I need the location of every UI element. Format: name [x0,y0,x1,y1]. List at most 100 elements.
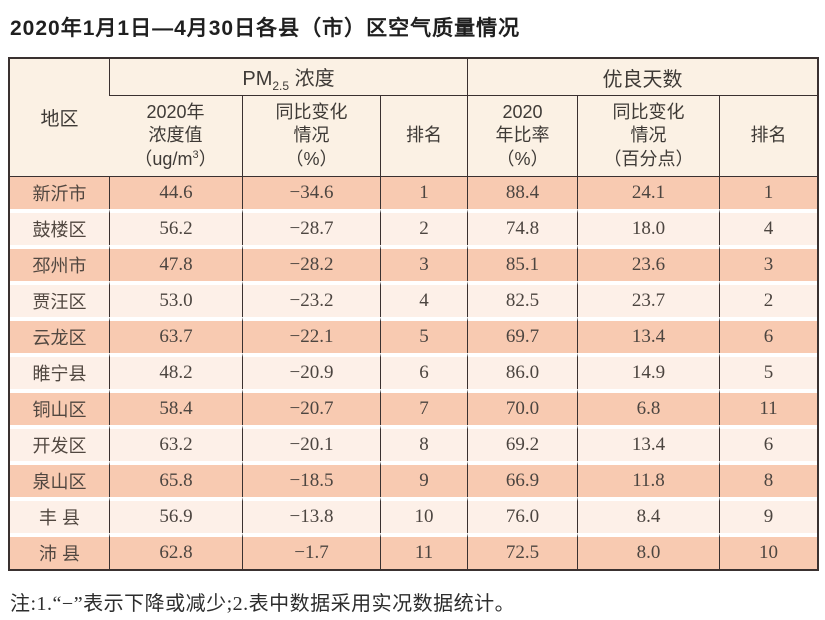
pm-value-cell: 62.8 [109,533,242,569]
page-title: 2020年1月1日—4月30日各县（市）区空气质量情况 [10,17,521,40]
region-cell: 睢宁县 [10,353,109,389]
good-rank-cell: 2 [719,281,818,317]
pm-value-cell: 47.8 [109,245,242,281]
region-cell: 贾汪区 [10,281,109,317]
good-rate-cell: 88.4 [467,176,578,209]
region-cell: 新沂市 [10,176,109,209]
pm-change-cell: −28.2 [242,245,380,281]
air-quality-table: 地区 PM2.5 浓度 优良天数 2020年 浓度值 （ug/m3） 同比变化 … [8,57,820,571]
good-rank-cell: 9 [719,497,818,533]
region-cell: 丰 县 [10,497,109,533]
gd-col2-line2: 情况 [630,125,667,146]
pm-rank-cell: 10 [380,497,468,533]
region-cell: 铜山区 [10,389,109,425]
region-cell: 鼓楼区 [10,209,109,245]
pm-rank-cell: 8 [380,425,468,461]
pm-col1-line2: 浓度值 [148,125,203,146]
table-row: 沛 县 62.8 −1.7 11 72.5 8.0 10 [10,533,818,569]
pm-change-cell: −20.7 [242,389,380,425]
good-rate-cell: 86.0 [467,353,578,389]
pm-col2-line2: 情况 [293,125,330,146]
good-change-cell: 8.4 [577,497,720,533]
good-rank-cell: 3 [719,245,818,281]
pm-value-cell: 63.7 [109,317,242,353]
header-group-row: 地区 PM2.5 浓度 优良天数 [10,59,818,176]
good-rate-cell: 72.5 [467,533,578,569]
gd-col2-line3: （百分点） [603,148,694,169]
pm-value-cell: 56.9 [109,497,242,533]
region-cell: 泉山区 [10,461,109,497]
table-body: 新沂市 44.6 −34.6 1 88.4 24.1 1 鼓楼区 56.2 −28.7 2 74.8 1… [10,176,818,569]
pm-value-cell: 53.0 [109,281,242,317]
header-pm25-group: PM2.5 浓度 [109,59,468,96]
footnote: 注:1.“−”表示下降或减少;2.表中数据采用实况数据统计。 [10,593,516,615]
good-rank-cell: 5 [719,353,818,389]
header-good-days-group: 优良天数 [467,59,818,96]
pm-change-cell: −34.6 [242,176,380,209]
pm-col2-line3: （%） [285,148,338,169]
pm-value-cell: 63.2 [109,425,242,461]
pm-change-cell: −23.2 [242,281,380,317]
pm-change-cell: −18.5 [242,461,380,497]
good-rank-cell: 11 [719,389,818,425]
region-cell: 邳州市 [10,245,109,281]
pm-value-cell: 44.6 [109,176,242,209]
pm-change-cell: −22.1 [242,317,380,353]
good-rate-cell: 74.8 [467,209,578,245]
pm-rank-cell: 6 [380,353,468,389]
table-row: 鼓楼区 56.2 −28.7 2 74.8 18.0 4 [10,209,818,245]
header-pm-change: 同比变化 情况 （%） [242,96,380,176]
pm-value-cell: 65.8 [109,461,242,497]
good-change-cell: 8.0 [577,533,720,569]
pm-rank-cell: 7 [380,389,468,425]
table-row: 开发区 63.2 −20.1 8 69.2 13.4 6 [10,425,818,461]
table-row: 泉山区 65.8 −18.5 9 66.9 11.8 8 [10,461,818,497]
pm-rank-cell: 11 [380,533,468,569]
good-change-cell: 11.8 [577,461,720,497]
gd-col1-line3: （%） [496,148,549,169]
good-rate-cell: 69.2 [467,425,578,461]
table-row: 贾汪区 53.0 −23.2 4 82.5 23.7 2 [10,281,818,317]
region-cell: 云龙区 [10,317,109,353]
region-cell: 开发区 [10,425,109,461]
header-good-rate: 2020 年比率 （%） [467,96,578,176]
gd-col1-line2: 年比率 [495,125,550,146]
good-rate-cell: 70.0 [467,389,578,425]
table-row: 睢宁县 48.2 −20.9 6 86.0 14.9 5 [10,353,818,389]
pm-col1-line1: 2020年 [146,102,205,123]
header-good-rank: 排名 [719,96,818,176]
table-row: 丰 县 56.9 −13.8 10 76.0 8.4 9 [10,497,818,533]
good-rank-cell: 4 [719,209,818,245]
pm-change-cell: −28.7 [242,209,380,245]
pm-rank-cell: 2 [380,209,468,245]
table-row: 铜山区 58.4 −20.7 7 70.0 6.8 11 [10,389,818,425]
header-region: 地区 [10,59,109,176]
pm-col2-line1: 同比变化 [275,102,348,123]
gd-col2-line1: 同比变化 [612,102,685,123]
pm-value-cell: 48.2 [109,353,242,389]
header-sub-row: 2020年 浓度值 （ug/m3） 同比变化 情况 （%） 排名 2020 年比… [10,96,818,176]
good-rank-cell: 8 [719,461,818,497]
gd-col1-line1: 2020 [502,102,543,123]
table-row: 新沂市 44.6 −34.6 1 88.4 24.1 1 [10,176,818,209]
good-rate-cell: 85.1 [467,245,578,281]
pm-rank-cell: 4 [380,281,468,317]
table-row: 云龙区 63.7 −22.1 5 69.7 13.4 6 [10,317,818,353]
good-change-cell: 13.4 [577,425,720,461]
pm-rank-cell: 5 [380,317,468,353]
pm-change-cell: −20.1 [242,425,380,461]
pm-rank-cell: 9 [380,461,468,497]
table-header: 地区 PM2.5 浓度 优良天数 2020年 浓度值 （ug/m3） 同比变化 … [10,59,818,176]
header-good-change: 同比变化 情况 （百分点） [577,96,720,176]
good-change-cell: 18.0 [577,209,720,245]
pm-col1-unit-sup: 3 [192,148,199,161]
good-rate-cell: 82.5 [467,281,578,317]
pm25-label-suffix: 浓度 [289,67,335,90]
good-rank-cell: 6 [719,317,818,353]
good-rate-cell: 69.7 [467,317,578,353]
good-rate-cell: 66.9 [467,461,578,497]
pm25-subscript: 2.5 [272,78,290,93]
pm-col1-unit-post: ） [198,148,217,169]
pm-value-cell: 56.2 [109,209,242,245]
pm-change-cell: −1.7 [242,533,380,569]
